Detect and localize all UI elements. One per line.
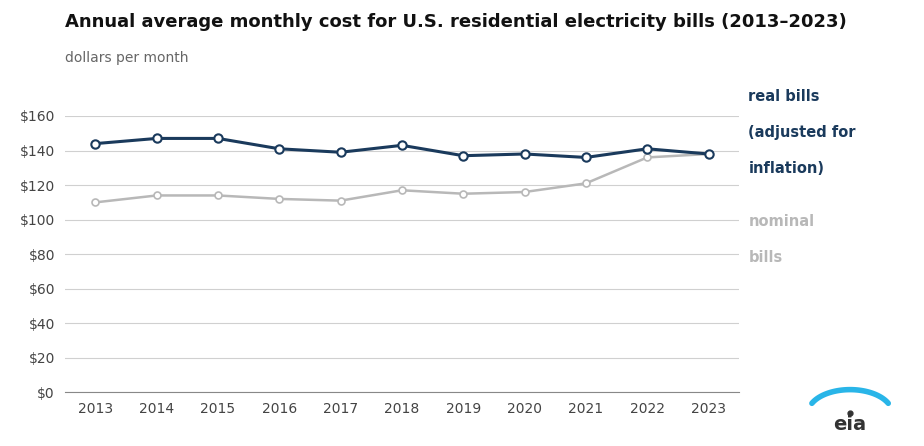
Text: Annual average monthly cost for U.S. residential electricity bills (2013–2023): Annual average monthly cost for U.S. res… (65, 13, 846, 31)
Text: (adjusted for: (adjusted for (748, 125, 856, 140)
Text: real bills: real bills (748, 89, 820, 104)
Text: nominal: nominal (748, 214, 815, 229)
Text: dollars per month: dollars per month (65, 51, 188, 65)
Text: eia: eia (833, 415, 867, 434)
Text: inflation): inflation) (748, 161, 824, 176)
Text: bills: bills (748, 250, 783, 265)
